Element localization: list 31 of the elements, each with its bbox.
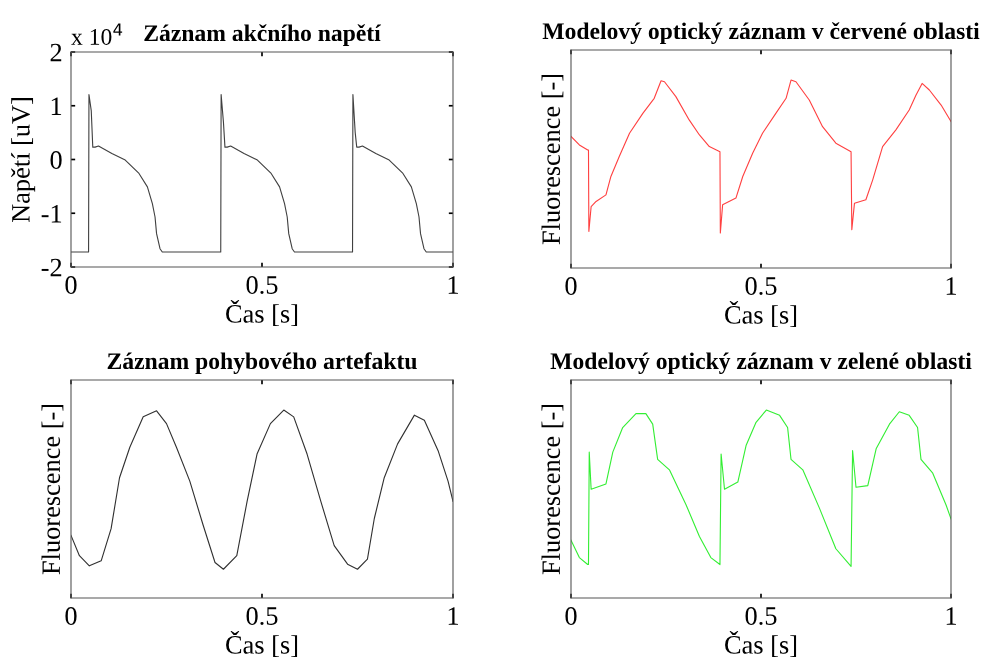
y-axis-title: Fluorescence [-] (41, 404, 64, 575)
x-tick-label: 1 (946, 607, 957, 625)
y-tick-label: 2 (50, 43, 62, 62)
y-tick-label: 1 (51, 97, 62, 115)
x-tick-label: 0.5 (745, 277, 777, 296)
x-tick-label: 0 (565, 607, 577, 625)
y-tick-label: -2 (41, 258, 62, 277)
x-axis-title: Čas [s] (226, 630, 298, 658)
y-tick-label: -1 (41, 204, 62, 223)
chart-title: Záznam pohybového artefaktu (107, 352, 417, 374)
chart-title: Modelový optický záznam v červené oblasti (542, 22, 980, 44)
x-tick-label: 0.5 (745, 607, 777, 626)
x-axis-title: Čas [s] (725, 300, 797, 328)
text: x 10$^{4}$ (71, 23, 123, 45)
y-tick-label: 0 (50, 151, 62, 169)
x-tick-label: 0.5 (246, 276, 278, 295)
y-axis-title: Fluorescence [-] (541, 74, 564, 245)
x-tick-label: 0 (65, 607, 77, 625)
x-axis-title: Čas [s] (725, 630, 797, 658)
x-tick-label: 0 (65, 276, 77, 294)
x-tick-label: 0.5 (246, 607, 278, 626)
chart-title: Záznam akčního napětí (144, 24, 382, 46)
line-series (71, 93, 453, 253)
x-axis-title: Čas [s] (226, 299, 298, 327)
y-axis-title: Fluorescence [-] (541, 404, 564, 575)
chart-title: Modelový optický záznam v zelené oblasti (550, 352, 972, 374)
x-tick-label: 1 (448, 276, 459, 294)
x-tick-label: 1 (946, 277, 957, 295)
x-tick-label: 1 (448, 607, 459, 625)
x-tick-label: 0 (565, 277, 577, 295)
y-axis-title: Napětí [uV] (11, 98, 36, 223)
